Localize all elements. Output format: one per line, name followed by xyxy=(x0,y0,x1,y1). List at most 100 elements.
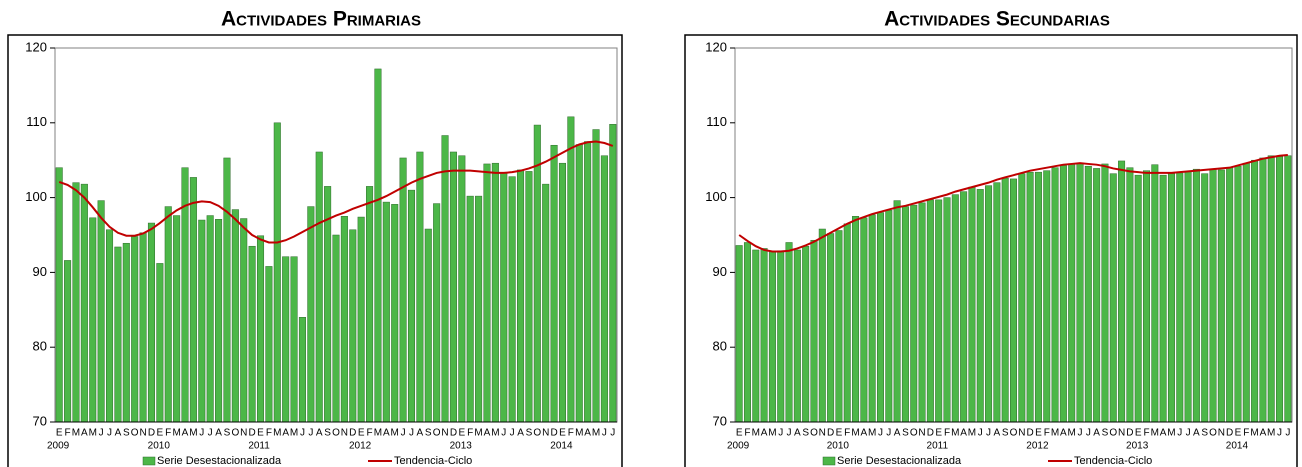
bar xyxy=(215,219,223,423)
x-tick-label: M xyxy=(868,428,876,439)
x-tick-label: A xyxy=(894,428,901,439)
bar xyxy=(1167,173,1175,423)
bar xyxy=(592,129,600,423)
x-tick-label: M xyxy=(752,428,760,439)
bar xyxy=(1068,163,1076,423)
bar xyxy=(517,169,525,423)
bar xyxy=(1034,171,1042,423)
bar xyxy=(777,250,785,423)
bar xyxy=(533,124,541,423)
bar xyxy=(399,157,407,423)
bar xyxy=(374,68,382,423)
bar xyxy=(901,206,909,423)
bar xyxy=(508,176,516,423)
x-tick-label: A xyxy=(417,428,424,439)
x-tick-label: E xyxy=(56,428,63,439)
bar xyxy=(1192,168,1200,423)
bar xyxy=(382,201,390,423)
x-tick-label: A xyxy=(316,428,323,439)
bar xyxy=(852,216,860,423)
bar xyxy=(407,189,416,423)
bar xyxy=(1267,155,1275,423)
x-tick-label: M xyxy=(72,428,80,439)
bar xyxy=(1234,165,1242,423)
bar xyxy=(89,217,97,423)
y-tick-label: 70 xyxy=(713,413,727,428)
year-label: 2011 xyxy=(927,441,949,452)
bar xyxy=(1093,168,1101,423)
x-tick-label: E xyxy=(257,428,264,439)
y-tick-label: 80 xyxy=(33,339,47,354)
x-tick-label: M xyxy=(851,428,859,439)
bar xyxy=(298,317,306,423)
bar xyxy=(743,242,751,423)
bar xyxy=(206,215,214,423)
x-tick-label: D xyxy=(550,428,557,439)
x-tick-label: N xyxy=(1218,428,1225,439)
bar xyxy=(843,223,851,423)
x-tick-label: A xyxy=(81,428,88,439)
bar xyxy=(910,204,918,423)
panel-frame xyxy=(7,34,623,467)
bar xyxy=(416,151,424,423)
y-tick-label: 70 xyxy=(33,413,47,428)
bar xyxy=(1043,170,1051,423)
bar xyxy=(1217,169,1225,423)
bar xyxy=(147,222,155,423)
bar xyxy=(935,199,943,423)
x-tick-label: O xyxy=(332,428,340,439)
bar xyxy=(475,195,483,423)
x-tick-label: M xyxy=(1167,428,1175,439)
x-tick-label: S xyxy=(902,428,909,439)
x-tick-label: E xyxy=(458,428,465,439)
x-tick-label: O xyxy=(1209,428,1217,439)
x-tick-label: S xyxy=(324,428,331,439)
bar xyxy=(1084,165,1092,423)
x-tick-label: O xyxy=(231,428,239,439)
x-tick-label: S xyxy=(224,428,231,439)
legend-swatch xyxy=(822,456,836,466)
x-tick-label: M xyxy=(1068,428,1076,439)
bar xyxy=(960,191,968,423)
x-tick-label: O xyxy=(1109,428,1117,439)
y-tick-label: 90 xyxy=(33,264,47,279)
bar xyxy=(72,182,80,423)
bar xyxy=(885,210,893,423)
y-tick-label: 90 xyxy=(713,264,727,279)
year-label: 2011 xyxy=(248,441,270,452)
bar xyxy=(307,206,315,423)
x-tick-label: A xyxy=(484,428,491,439)
x-tick-label: O xyxy=(810,428,818,439)
x-tick-label: A xyxy=(994,428,1001,439)
x-tick-label: D xyxy=(927,428,934,439)
x-tick-label: E xyxy=(1135,428,1142,439)
bar xyxy=(1059,165,1067,423)
bar xyxy=(1134,174,1142,423)
x-tick-label: E xyxy=(736,428,743,439)
x-tick-label: J xyxy=(978,428,983,439)
bar xyxy=(349,229,357,423)
x-tick-label: S xyxy=(123,428,130,439)
y-tick-label: 120 xyxy=(25,39,47,54)
x-tick-label: S xyxy=(425,428,432,439)
x-tick-label: J xyxy=(308,428,313,439)
x-tick-label: M xyxy=(1151,428,1159,439)
bar xyxy=(868,214,876,423)
bar xyxy=(441,135,449,423)
x-tick-label: E xyxy=(1035,428,1042,439)
bar xyxy=(1143,170,1151,423)
x-tick-label: J xyxy=(886,428,891,439)
bar xyxy=(926,199,934,423)
bar xyxy=(1118,160,1126,423)
trend-line xyxy=(738,153,1288,253)
bar xyxy=(793,249,801,423)
legend-label: Serie Desestacionalizada xyxy=(837,455,962,467)
bar xyxy=(1026,171,1034,423)
bar xyxy=(1159,174,1167,423)
x-tick-label: E xyxy=(157,428,164,439)
bar xyxy=(827,233,835,423)
x-tick-label: J xyxy=(199,428,204,439)
year-label: 2010 xyxy=(148,441,171,452)
x-tick-label: S xyxy=(1102,428,1109,439)
